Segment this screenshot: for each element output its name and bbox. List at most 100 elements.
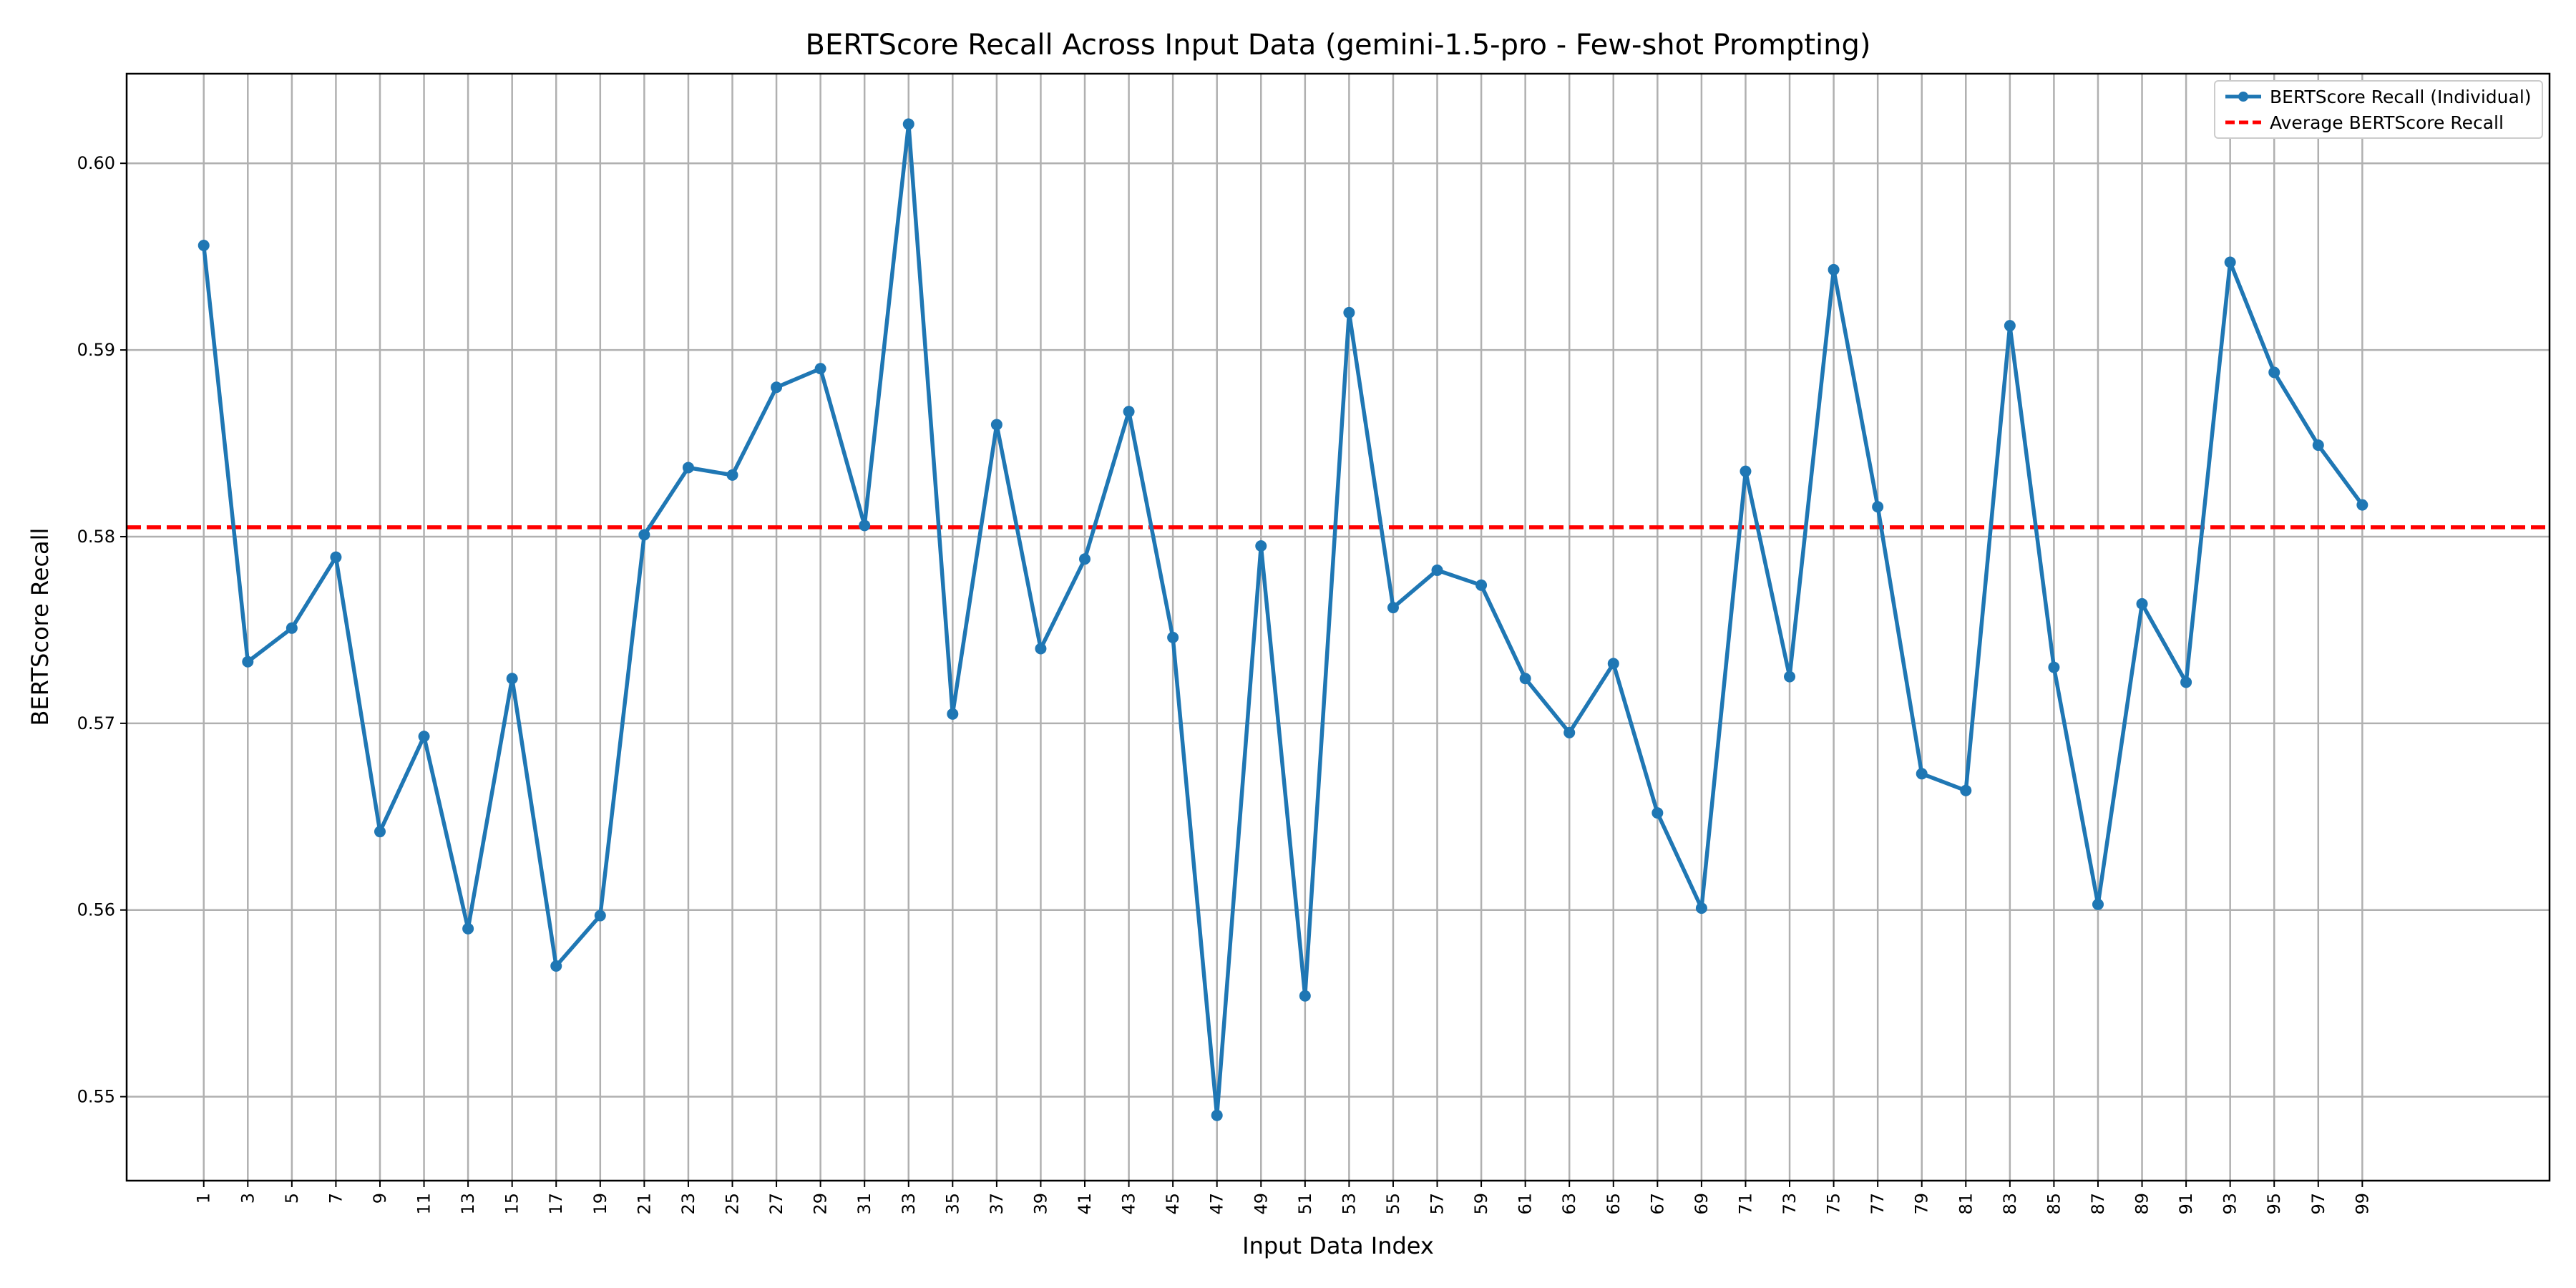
legend-box	[2214, 80, 2543, 139]
data-point	[859, 519, 871, 532]
x-tick-label: 89	[2132, 1193, 2152, 1215]
data-point	[947, 708, 959, 720]
data-point	[374, 826, 386, 838]
x-tick-label: 77	[1868, 1193, 1888, 1215]
data-point	[1695, 902, 1707, 914]
x-tick-label: 61	[1516, 1193, 1536, 1215]
data-point	[990, 419, 1002, 431]
y-tick-label: 0.59	[77, 340, 115, 360]
x-tick-label: 19	[590, 1193, 610, 1215]
data-point	[242, 655, 254, 668]
data-point	[1828, 263, 1840, 275]
x-tick-label: 75	[1824, 1193, 1844, 1215]
x-tick-label: 81	[1956, 1193, 1976, 1215]
data-point	[1475, 579, 1488, 591]
data-point	[2048, 661, 2060, 673]
data-point	[638, 529, 650, 541]
y-axis-label: BERTScore Recall	[26, 528, 54, 726]
data-point	[197, 240, 210, 252]
x-tick-label: 13	[458, 1193, 478, 1215]
x-tick-label: 35	[942, 1193, 962, 1215]
x-tick-label: 11	[414, 1193, 434, 1215]
x-tick-label: 53	[1339, 1193, 1359, 1215]
data-point	[2180, 676, 2192, 688]
y-tick-label: 0.57	[77, 713, 115, 733]
data-point	[2356, 499, 2368, 511]
x-gridlines	[203, 74, 2363, 1181]
x-tick-label: 31	[854, 1193, 874, 1215]
data-point	[1740, 465, 1752, 477]
data-point	[506, 673, 518, 685]
x-tick-label: 91	[2176, 1193, 2196, 1215]
x-tick-label: 87	[2088, 1193, 2108, 1215]
data-point	[1079, 553, 1091, 565]
x-tick-label: 23	[678, 1193, 698, 1215]
series-line-individual	[201, 122, 2365, 1118]
x-tick-label: 93	[2220, 1193, 2240, 1215]
data-point	[418, 731, 430, 743]
y-tick-label: 0.60	[77, 153, 115, 173]
data-point	[1299, 990, 1311, 1002]
x-axis-label: Input Data Index	[1242, 1232, 1434, 1259]
x-tick-label: 39	[1030, 1193, 1050, 1215]
chart-title: BERTScore Recall Across Input Data (gemi…	[806, 29, 1871, 62]
data-point	[1872, 501, 1884, 513]
x-tick-label: 45	[1163, 1193, 1183, 1215]
x-tick-label: 69	[1692, 1193, 1712, 1215]
data-point	[1431, 564, 1443, 576]
x-tick-label: 49	[1251, 1193, 1271, 1215]
data-point	[2136, 597, 2148, 610]
x-tick-label: 17	[546, 1193, 566, 1215]
legend-label-individual: BERTScore Recall (Individual)	[2270, 87, 2532, 107]
x-tick-label: 79	[1912, 1193, 1932, 1215]
x-tick-label: 63	[1559, 1193, 1579, 1215]
x-tick-label: 25	[723, 1193, 743, 1215]
x-tick-label: 9	[370, 1193, 390, 1204]
x-tick-label: 95	[2264, 1193, 2284, 1215]
x-tick-label: 51	[1295, 1193, 1315, 1215]
data-point	[1916, 768, 1928, 780]
x-tick-label: 37	[987, 1193, 1007, 1215]
x-tick-label: 1	[194, 1193, 214, 1204]
data-point	[1123, 406, 1135, 418]
legend-marker-individual	[2238, 92, 2248, 102]
x-tick-label: 55	[1383, 1193, 1403, 1215]
x-tick-label: 57	[1428, 1193, 1448, 1215]
data-point	[814, 363, 826, 375]
x-tick-label: 43	[1119, 1193, 1139, 1215]
data-point	[682, 462, 694, 474]
data-point	[1211, 1109, 1223, 1121]
x-tick-label: 5	[282, 1193, 302, 1204]
x-tick-label: 41	[1075, 1193, 1095, 1215]
series-layer	[197, 118, 2368, 1121]
x-tick-label: 71	[1735, 1193, 1755, 1215]
data-point	[594, 909, 606, 922]
data-point	[1784, 670, 1796, 683]
data-point	[286, 622, 298, 634]
x-tick-label: 65	[1604, 1193, 1624, 1215]
data-point	[1652, 807, 1664, 819]
x-tick-label: 67	[1647, 1193, 1667, 1215]
data-point	[330, 551, 342, 563]
x-tick-label: 15	[502, 1193, 522, 1215]
x-tick-label: 21	[634, 1193, 654, 1215]
data-point	[1387, 602, 1399, 614]
x-tick-label: 99	[2352, 1193, 2372, 1215]
data-point	[1035, 643, 1047, 655]
legend: BERTScore Recall (Individual) Average BE…	[2214, 80, 2543, 139]
y-gridlines	[127, 162, 2550, 1098]
x-tick-label: 59	[1471, 1193, 1491, 1215]
x-tick-label: 83	[2000, 1193, 2020, 1215]
x-tick-label: 7	[326, 1193, 346, 1204]
data-point	[2268, 366, 2280, 379]
data-point	[550, 960, 562, 972]
data-point	[2092, 898, 2104, 910]
data-point	[1343, 306, 1355, 318]
data-point	[771, 381, 783, 394]
data-point	[1519, 673, 1531, 685]
data-point	[462, 922, 474, 935]
legend-label-average: Average BERTScore Recall	[2270, 112, 2504, 133]
